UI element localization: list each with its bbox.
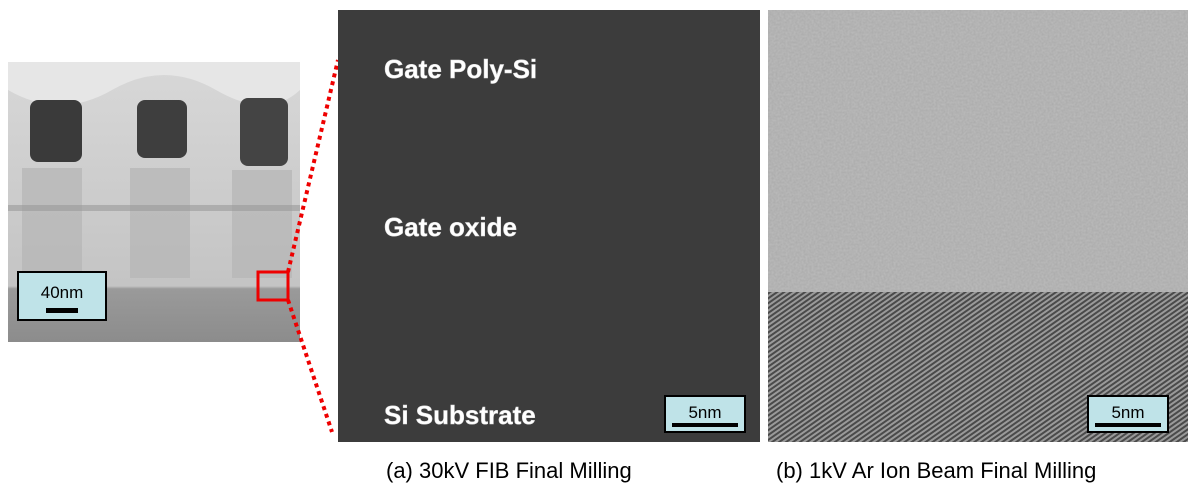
scale-bar-label: 5nm <box>688 403 721 422</box>
region-label: Si Substrate <box>384 400 536 430</box>
scale-bar-label: 40nm <box>41 283 84 302</box>
region-label: Gate Poly-Si <box>384 54 537 84</box>
region-label: Gate oxide <box>384 212 517 242</box>
overview-image: 40nm <box>8 62 300 342</box>
scale-bar-label: 5nm <box>1111 403 1144 422</box>
page: 40nm Gate Poly-Si Gate oxide Si Substrat… <box>0 0 1192 498</box>
caption: (a) 30kV FIB Final Milling <box>386 458 632 483</box>
tem-image-a: Gate Poly-Si Gate oxide Si Substrate 5nm <box>338 10 760 442</box>
tem-image-b: 5nm <box>768 10 1188 442</box>
figure: 40nm Gate Poly-Si Gate oxide Si Substrat… <box>0 0 1192 498</box>
caption: (b) 1kV Ar Ion Beam Final Milling <box>776 458 1096 483</box>
